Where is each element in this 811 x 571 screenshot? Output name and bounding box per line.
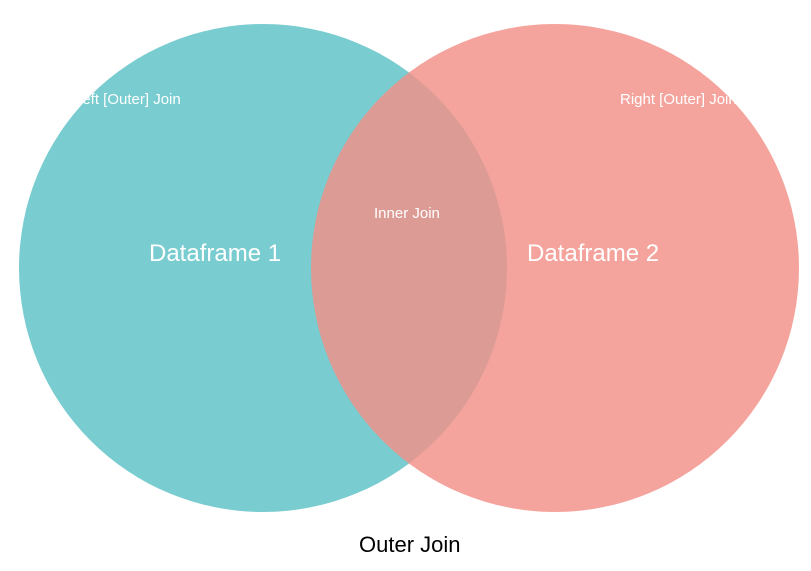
left-outer-join-label: Left [Outer] Join — [74, 91, 181, 108]
right-circle-title: Dataframe 2 — [527, 240, 659, 268]
inner-join-label: Inner Join — [374, 205, 440, 222]
outer-join-label: Outer Join — [359, 532, 461, 558]
left-circle-title: Dataframe 1 — [149, 240, 281, 268]
right-outer-join-label: Right [Outer] Join — [620, 91, 737, 108]
venn-diagram: Left [Outer] Join Right [Outer] Join Dat… — [0, 0, 811, 571]
venn-svg — [0, 0, 811, 571]
